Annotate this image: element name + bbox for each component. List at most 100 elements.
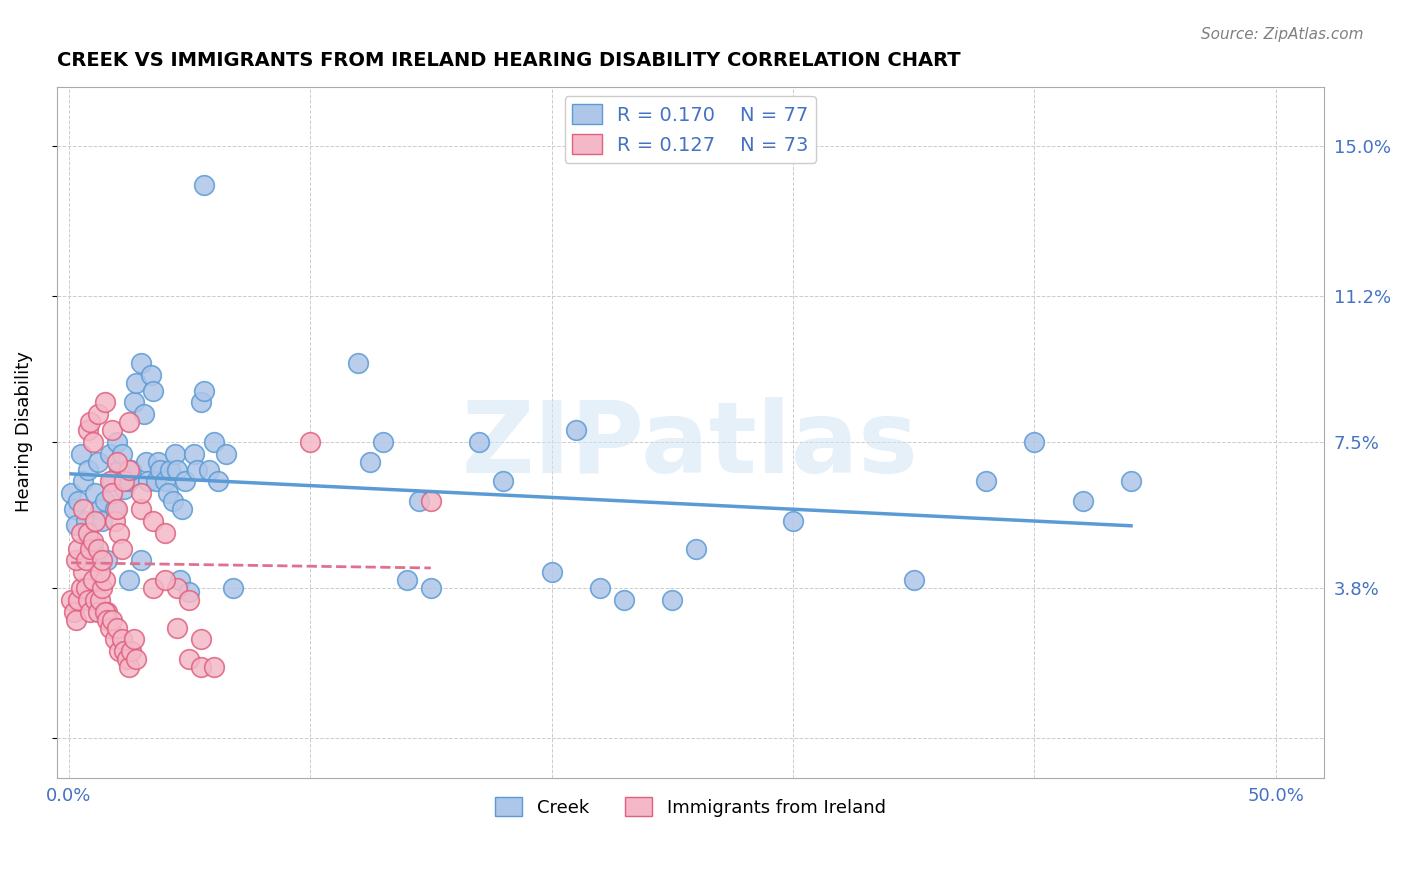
Point (179, 652, 201, 666)
Point (79, 541, 101, 556)
Point (108, 525, 131, 540)
Point (118, 660, 141, 674)
Point (115, 652, 138, 666)
Point (67, 541, 90, 556)
Point (129, 356, 152, 370)
Point (94, 605, 117, 619)
Point (155, 475, 177, 489)
Point (139, 368, 162, 382)
Point (96, 613, 118, 627)
Point (138, 475, 160, 489)
Point (108, 462, 131, 476)
Point (540, 566, 562, 580)
Point (214, 447, 236, 461)
Point (94, 494, 117, 508)
Point (103, 502, 125, 516)
Point (903, 573, 925, 587)
Point (86, 605, 108, 619)
Point (69, 581, 91, 595)
Point (1024, 434, 1046, 449)
Point (197, 462, 219, 476)
Point (65, 517, 87, 532)
Point (112, 475, 135, 489)
Point (207, 475, 229, 489)
Point (222, 581, 245, 595)
Point (79, 533, 101, 548)
Point (1071, 494, 1094, 508)
Point (105, 502, 128, 516)
Point (183, 447, 205, 461)
Point (122, 632, 145, 647)
Point (105, 434, 128, 449)
Point (169, 573, 191, 587)
Point (101, 613, 124, 627)
Text: Source: ZipAtlas.com: Source: ZipAtlas.com (1201, 27, 1364, 42)
Point (67, 494, 90, 508)
Point (72, 475, 94, 489)
Point (84, 486, 107, 500)
Point (96, 605, 118, 619)
Point (190, 395, 212, 409)
Point (77, 525, 100, 540)
Point (101, 486, 124, 500)
Point (190, 660, 212, 674)
Point (72, 566, 94, 580)
Point (75, 581, 97, 595)
Point (72, 502, 94, 516)
Point (149, 462, 172, 476)
Point (661, 592, 683, 607)
Point (89, 566, 111, 580)
Point (142, 384, 165, 398)
Point (408, 494, 430, 508)
Point (69, 447, 91, 461)
Point (79, 605, 101, 619)
Point (86, 455, 108, 469)
Point (111, 541, 134, 556)
Point (419, 581, 441, 595)
Point (96, 553, 118, 567)
Point (419, 494, 441, 508)
Point (190, 632, 212, 647)
Point (193, 384, 215, 398)
Point (613, 592, 636, 607)
Point (118, 573, 141, 587)
Point (359, 455, 381, 469)
Point (120, 644, 142, 658)
Point (75, 553, 97, 567)
Point (166, 581, 188, 595)
Point (1119, 475, 1142, 489)
Point (101, 423, 124, 437)
Point (77, 423, 100, 437)
Point (155, 573, 177, 587)
Point (166, 620, 188, 634)
Point (103, 632, 125, 647)
Point (103, 514, 125, 528)
Point (62, 502, 84, 516)
Point (60, 592, 83, 607)
Point (179, 585, 201, 599)
Point (82, 573, 104, 587)
Point (782, 514, 804, 528)
Point (202, 660, 225, 674)
Point (129, 486, 152, 500)
Point (111, 447, 134, 461)
Point (82, 541, 104, 556)
Point (589, 581, 612, 595)
Point (492, 475, 515, 489)
Point (145, 475, 167, 489)
Point (105, 620, 128, 634)
Point (86, 541, 108, 556)
Point (111, 632, 134, 647)
Point (91, 514, 114, 528)
Point (142, 514, 165, 528)
Point (62, 605, 84, 619)
Point (685, 541, 707, 556)
Point (94, 573, 117, 587)
Point (91, 581, 114, 595)
Point (112, 644, 135, 658)
Point (135, 455, 157, 469)
Point (129, 553, 152, 567)
Point (118, 475, 141, 489)
Point (69, 525, 91, 540)
Point (75, 514, 97, 528)
